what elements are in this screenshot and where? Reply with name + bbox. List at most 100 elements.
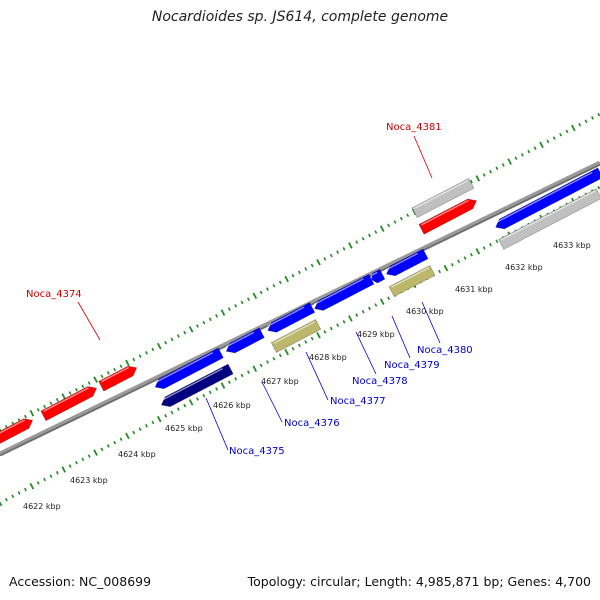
upper-tick-mark (387, 223, 391, 228)
genome-summary-text: Topology: circular; Length: 4,985,871 bp… (247, 574, 591, 589)
upper-tick-mark (151, 347, 155, 352)
lower-tick-mark (55, 471, 59, 475)
lower-tick-mark (125, 432, 130, 440)
lower-tick-mark (24, 487, 27, 492)
upper-tick-mark (246, 297, 250, 301)
lower-tick-mark (151, 420, 155, 425)
upper-tick-mark (125, 359, 130, 367)
upper-tick-mark (475, 175, 481, 182)
upper-tick-mark (342, 247, 346, 251)
gene-grey-upper-body (411, 177, 475, 219)
lower-tick-mark (336, 323, 340, 327)
lower-tick-mark (278, 353, 282, 358)
kbp-label: 4631 kbp (455, 285, 493, 294)
leader-line (355, 331, 377, 375)
lower-tick-mark (81, 457, 85, 462)
lower-tick-mark (443, 264, 449, 272)
lower-tick-mark (132, 430, 136, 435)
kbp-label: 4630 kbp (406, 307, 444, 316)
lower-tick-mark (463, 256, 467, 260)
lower-tick-mark (482, 246, 486, 250)
gene-noca-4379-highlight (371, 271, 378, 276)
gene-noca-4377a-body (267, 302, 316, 333)
lower-tick-mark (379, 298, 385, 305)
gene-label: Noca_4380 (417, 345, 473, 356)
gene-noca-4378-body (314, 273, 375, 311)
upper-tick-mark (361, 236, 365, 241)
lower-tick-mark (266, 360, 270, 364)
upper-tick-mark (259, 290, 263, 295)
lower-tick-mark (489, 242, 492, 247)
upper-tick-mark (156, 342, 162, 350)
kbp-label: 4625 kbp (165, 424, 203, 433)
lower-tick-mark (355, 313, 359, 317)
upper-tick-mark (170, 337, 174, 342)
gene-layer (0, 167, 600, 445)
upper-tick-mark (297, 270, 301, 275)
lower-tick-mark (597, 185, 600, 190)
upper-tick-mark (374, 230, 378, 234)
gene-noca-4377a (267, 302, 316, 333)
lower-tick-mark (29, 482, 35, 490)
upper-tick-mark (24, 414, 27, 419)
gene-noca-4379 (371, 268, 386, 284)
lower-tick-mark (374, 303, 378, 307)
upper-tick-mark (240, 300, 244, 305)
upper-tick-mark (533, 146, 537, 150)
label-layer: 4622 kbp 4623 kbp 4624 kbp 4625 kbp 4626 kbp… (23, 122, 591, 511)
upper-tick-mark (284, 275, 289, 283)
lower-tick-mark (348, 315, 353, 322)
gene-noca-4380-body (388, 265, 436, 297)
upper-tick-mark (119, 364, 123, 369)
lower-tick-mark (246, 370, 250, 374)
lower-tick-mark (176, 407, 180, 411)
upper-tick-mark (183, 330, 187, 335)
upper-tick-mark (234, 304, 238, 308)
gene-blue-right-body (495, 167, 600, 230)
upper-tick-mark (113, 367, 117, 372)
kbp-label: 4623 kbp (70, 476, 108, 485)
lower-tick-mark (49, 474, 53, 478)
upper-tick-mark (565, 129, 569, 134)
lower-tick-mark (240, 373, 244, 378)
gene-grey-upper-highlight (414, 179, 469, 209)
upper-tick-mark (43, 404, 47, 409)
upper-tick-mark (278, 280, 282, 285)
lower-tick-mark (0, 501, 3, 507)
lower-tick-mark (156, 415, 162, 423)
lower-tick-mark (164, 413, 168, 418)
upper-tick-mark (164, 340, 168, 345)
gene-noca-4373-body (0, 418, 34, 445)
lower-tick-mark (259, 363, 263, 368)
upper-tick-mark (355, 240, 359, 244)
lower-tick-mark (145, 424, 148, 428)
lower-tick-mark (119, 437, 123, 442)
leader-line (391, 315, 411, 359)
gene-noca-4376-highlight (225, 331, 255, 348)
lower-tick-mark (387, 296, 391, 301)
gene-noca-4374b-highlight (100, 366, 130, 383)
gene-noca-4373 (0, 418, 34, 445)
lower-tick-mark (208, 390, 212, 395)
lower-tick-mark (457, 259, 461, 264)
lower-tick-mark (368, 306, 371, 311)
lower-tick-mark (36, 481, 40, 485)
upper-tick-mark (17, 418, 21, 422)
accession-text: Accession: NC_008699 (9, 574, 152, 589)
upper-tick-mark (393, 220, 397, 224)
gene-grey-upper (411, 177, 475, 219)
upper-tick-mark (93, 376, 98, 383)
lower-tick-mark (284, 348, 289, 356)
upper-tick-mark (145, 351, 148, 355)
gene-noca-4377-highlight (273, 321, 315, 344)
upper-tick-mark (584, 119, 588, 124)
gene-grey-lower (498, 188, 600, 250)
upper-tick-mark (527, 149, 531, 154)
gene-noca-4375-upper-body (154, 347, 224, 390)
upper-tick-mark (87, 381, 91, 385)
gene-label: Noca_4381 (386, 122, 442, 133)
lower-tick-mark (68, 464, 72, 468)
upper-tick-mark (36, 408, 40, 412)
kbp-label: 4632 kbp (505, 263, 543, 272)
